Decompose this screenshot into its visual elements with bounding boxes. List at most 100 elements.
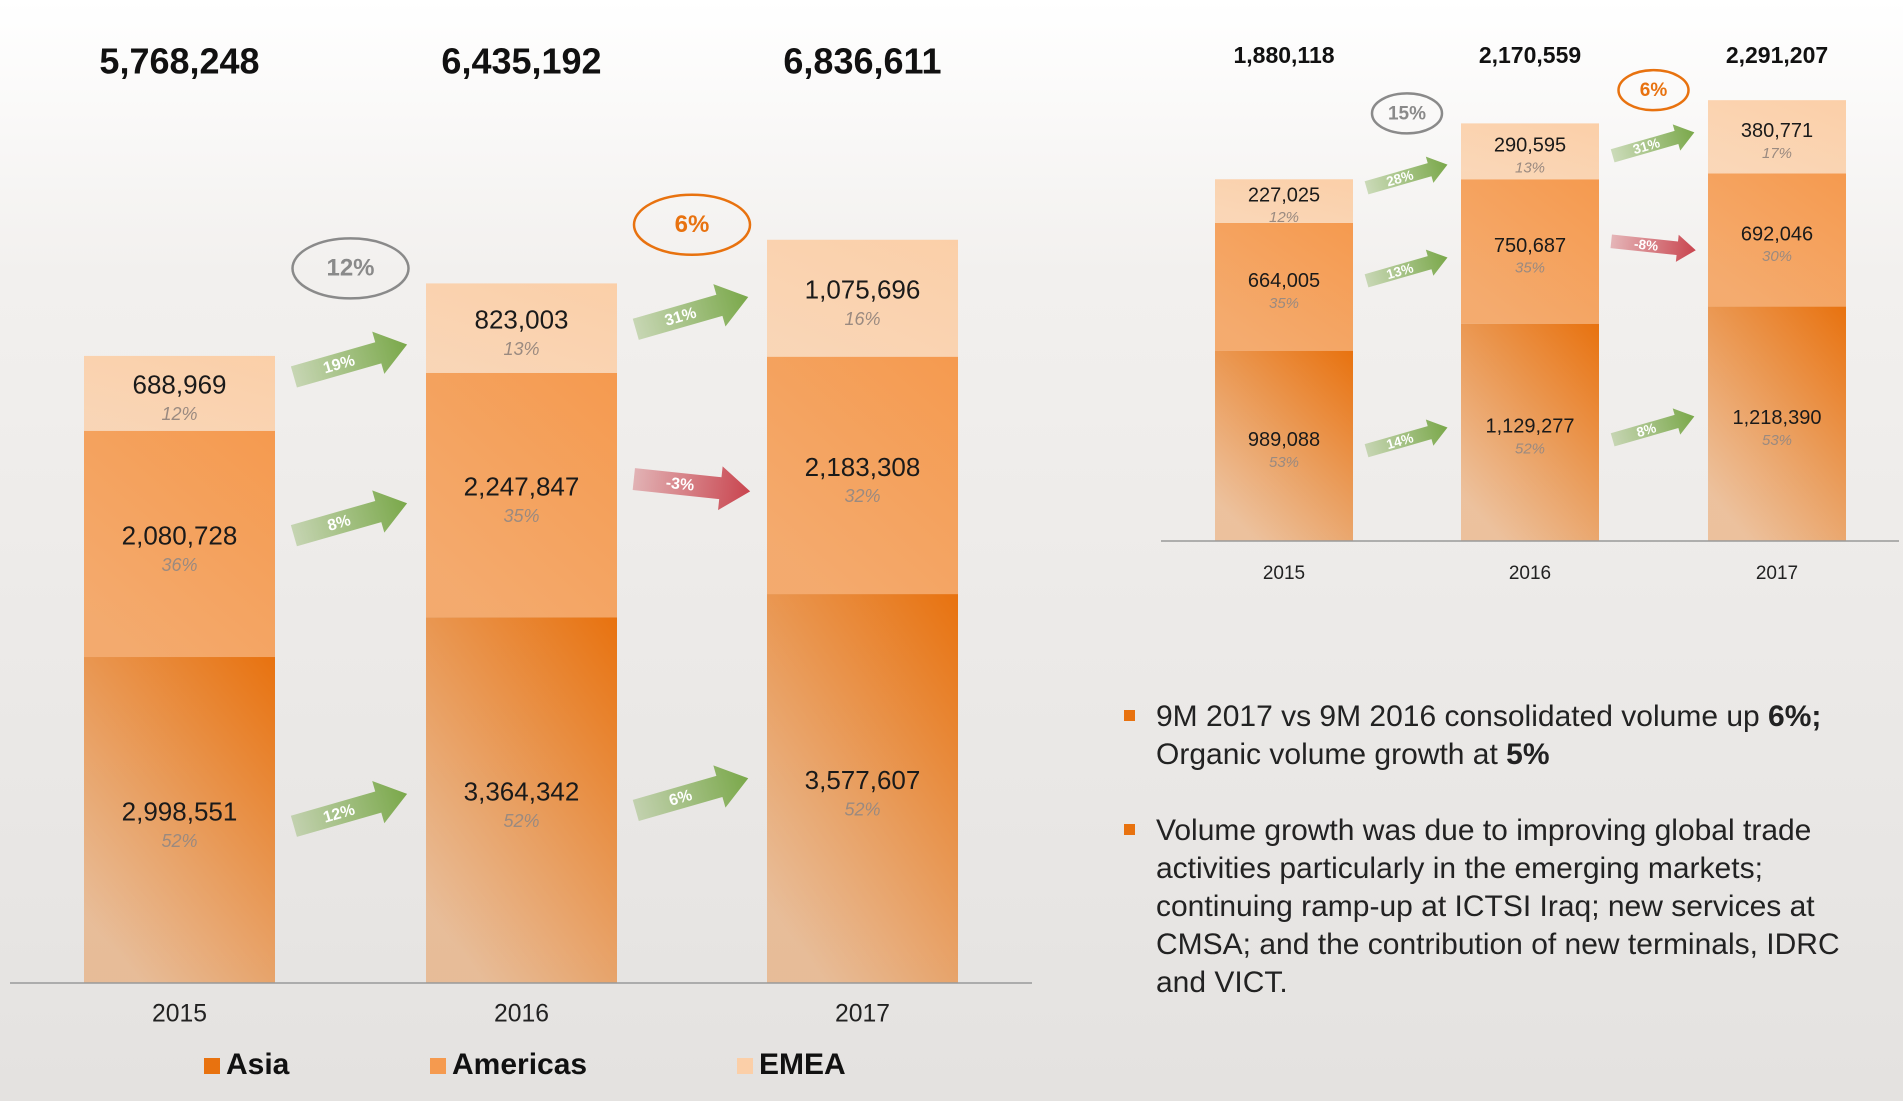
value-label: 989,088: [1248, 429, 1320, 451]
arrow-shape: [1610, 408, 1695, 447]
note-text: Volume growth was due to improving globa…: [1156, 814, 1840, 999]
growth-label: 8%: [326, 512, 353, 535]
arrow-shape: [632, 284, 749, 340]
arrow-shape: [1610, 124, 1695, 163]
growth-arrow: 14%: [1364, 419, 1448, 458]
overall-growth-circle: [1370, 92, 1444, 135]
growth-arrow: 8%: [1610, 408, 1695, 447]
bar-segment: [426, 372, 617, 618]
share-label: 12%: [1269, 209, 1299, 226]
total-label: 2,170,559: [1479, 42, 1581, 68]
total-label: 6,836,611: [783, 41, 941, 82]
legend-label: EMEA: [759, 1048, 846, 1081]
share-label: 13%: [1515, 159, 1545, 176]
growth-label: 13%: [1385, 260, 1415, 282]
arrow-shape: [1364, 249, 1448, 288]
value-label: 1,218,390: [1733, 407, 1822, 429]
value-label: 2,998,551: [122, 796, 238, 826]
arrow-shape: [290, 490, 408, 547]
note-text: 9M 2017 vs 9M 2016 consolidated volume u…: [1156, 700, 1769, 733]
value-label: 3,364,342: [464, 776, 580, 806]
growth-arrow: -3%: [632, 466, 751, 511]
total-label: 1,880,118: [1233, 42, 1334, 68]
growth-label: 31%: [1631, 135, 1661, 157]
x-tick-label: 2016: [494, 1001, 549, 1028]
arrow-shape: [290, 780, 408, 837]
share-label: 16%: [844, 309, 880, 329]
legend-swatch: [737, 1058, 753, 1074]
note-emphasis: 5%: [1506, 738, 1550, 771]
overall-growth-label: 15%: [1388, 103, 1426, 124]
share-label: 12%: [161, 404, 197, 424]
bar-segment: [1215, 179, 1353, 223]
growth-label: -8%: [1633, 236, 1659, 253]
growth-label: -3%: [665, 475, 695, 495]
x-tick-label: 2015: [152, 1001, 207, 1028]
arrow-shape: [632, 466, 751, 511]
bar-segment: [1461, 179, 1599, 324]
growth-arrow: 6%: [632, 765, 749, 822]
bar-segment: [84, 657, 275, 983]
legend-swatch: [204, 1058, 220, 1074]
bar-segment: [767, 594, 958, 983]
arrow-shape: [632, 765, 749, 822]
overall-growth-label: 12%: [326, 255, 374, 282]
value-label: 823,003: [475, 305, 569, 335]
growth-arrow: 28%: [1364, 156, 1448, 195]
total-label: 5,768,248: [99, 41, 259, 82]
bullet-note: 9M 2017 vs 9M 2016 consolidated volume u…: [1120, 698, 1890, 774]
share-label: 52%: [1515, 440, 1545, 457]
share-label: 35%: [1269, 295, 1299, 312]
x-tick-label: 2015: [1263, 563, 1305, 584]
bar-segment: [84, 355, 275, 431]
bar-segment: [426, 617, 617, 983]
growth-arrow: 31%: [632, 284, 749, 340]
overall-growth-circle: [632, 193, 752, 257]
value-label: 2,183,308: [805, 452, 921, 482]
overall-growth-label: 6%: [1640, 80, 1668, 101]
note-text: Organic volume growth at: [1156, 738, 1507, 771]
bar-segment: [767, 239, 958, 357]
bar-segment: [1708, 173, 1846, 307]
arrow-shape: [1364, 419, 1448, 458]
x-tick-label: 2017: [1756, 563, 1798, 584]
growth-arrow: -8%: [1610, 234, 1696, 262]
overall-growth-circle: [1617, 68, 1690, 112]
overall-growth-label: 6%: [675, 211, 710, 238]
share-label: 30%: [1762, 248, 1792, 265]
bar-segment: [84, 430, 275, 658]
value-label: 2,080,728: [122, 520, 238, 550]
share-label: 53%: [1762, 432, 1792, 449]
bar-segment: [1215, 222, 1353, 351]
share-label: 52%: [844, 799, 880, 819]
total-label: 2,291,207: [1726, 42, 1828, 68]
share-label: 53%: [1269, 454, 1299, 471]
bar-segment: [426, 283, 617, 373]
value-label: 1,129,277: [1486, 416, 1575, 438]
legend-swatch: [430, 1058, 446, 1074]
note-emphasis: 6%;: [1768, 700, 1822, 733]
bar-segment: [767, 356, 958, 595]
value-label: 2,247,847: [464, 471, 580, 501]
overall-growth-circle: [291, 237, 410, 300]
value-label: 688,969: [133, 370, 227, 400]
bar-segment: [1708, 306, 1846, 541]
value-label: 290,595: [1494, 135, 1566, 157]
growth-arrow: 13%: [1364, 249, 1448, 288]
share-label: 35%: [503, 506, 539, 526]
arrow-shape: [1610, 234, 1696, 262]
share-label: 52%: [503, 811, 539, 831]
growth-label: 8%: [1635, 420, 1658, 440]
notes: 9M 2017 vs 9M 2016 consolidated volume u…: [1120, 698, 1890, 1040]
arrow-shape: [290, 331, 408, 388]
share-label: 52%: [161, 831, 197, 851]
value-label: 692,046: [1741, 223, 1813, 245]
bar-segment: [1215, 350, 1353, 541]
total-label: 6,435,192: [441, 41, 601, 82]
legend-label: Americas: [452, 1048, 587, 1081]
growth-label: 14%: [1385, 430, 1415, 452]
value-label: 1,075,696: [805, 275, 921, 305]
arrow-shape: [1364, 156, 1448, 195]
